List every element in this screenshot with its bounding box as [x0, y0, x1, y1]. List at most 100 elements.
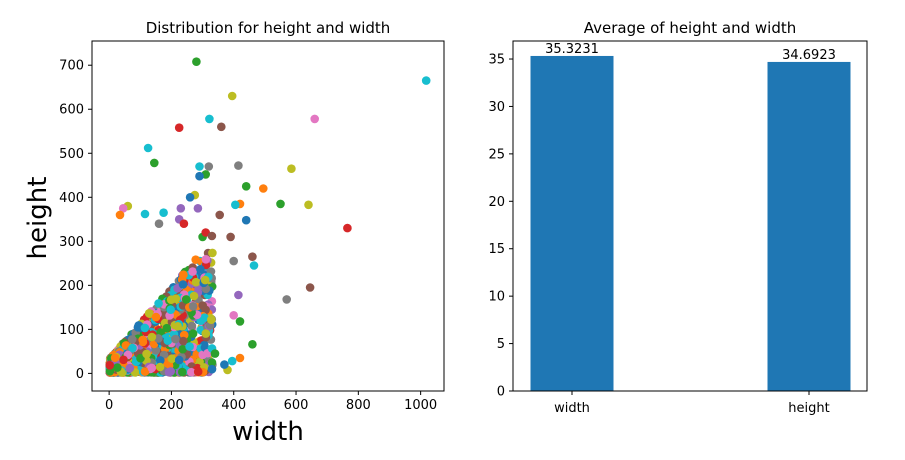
scatter-point	[248, 340, 257, 349]
scatter-point	[138, 335, 147, 345]
scatter-point	[140, 209, 150, 219]
scatter-point	[166, 305, 175, 315]
scatter-point	[128, 343, 137, 353]
y-tick-label: 35	[488, 53, 505, 68]
scatter-chart: Distribution for height and width 0 200 40…	[23, 19, 445, 447]
scatter-point	[276, 199, 285, 209]
scatter-point	[179, 219, 189, 228]
scatter-point	[173, 322, 182, 331]
scatter-x-axis-label: width	[232, 417, 304, 447]
scatter-point	[174, 355, 184, 365]
scatter-point	[305, 283, 315, 292]
scatter-point	[187, 367, 196, 377]
scatter-point	[143, 143, 153, 153]
scatter-point	[282, 295, 292, 304]
x-tick-label: 200	[159, 398, 184, 413]
scatter-point	[208, 248, 217, 258]
scatter-point	[207, 231, 217, 241]
scatter-point	[159, 208, 168, 217]
scatter-point	[196, 265, 205, 274]
bar-chart: Average of height and width 35.3231 34.69…	[488, 19, 868, 416]
x-tick-label: width	[554, 401, 590, 416]
scatter-point	[210, 349, 220, 358]
bar-height	[767, 61, 851, 391]
scatter-point	[154, 299, 163, 308]
scatter-point	[119, 355, 128, 365]
scatter-point	[227, 91, 237, 101]
scatter-point	[226, 232, 235, 242]
scatter-point	[166, 367, 175, 376]
y-tick-label: 25	[488, 147, 505, 162]
scatter-point	[171, 334, 180, 344]
scatter-point	[156, 356, 165, 365]
scatter-point	[188, 329, 198, 338]
scatter-point	[163, 336, 173, 345]
scatter-point	[205, 114, 214, 124]
scatter-point	[201, 329, 211, 338]
scatter-y-ticks: 0 100 200 300 400 500 600 700	[59, 59, 92, 382]
scatter-axes-frame	[91, 40, 445, 392]
x-tick-label: 800	[346, 398, 371, 413]
scatter-point	[198, 301, 207, 310]
x-tick-label: 0	[105, 398, 113, 413]
scatter-point	[115, 210, 125, 220]
scatter-point	[207, 364, 217, 374]
x-tick-label: 1000	[404, 398, 437, 413]
y-tick-label: 100	[59, 323, 84, 338]
scatter-point	[227, 356, 237, 366]
scatter-points	[105, 57, 431, 377]
scatter-point	[204, 162, 214, 171]
scatter-point	[287, 164, 296, 173]
scatter-point	[154, 334, 163, 343]
scatter-x-ticks: 0 200 400 600 800 1000	[105, 391, 437, 413]
bar-x-ticks: width height	[554, 391, 830, 416]
scatter-point	[147, 332, 157, 342]
bar-y-ticks: 0 5 10 15 20 25 30 35	[488, 53, 513, 400]
scatter-point	[200, 275, 210, 285]
y-tick-label: 30	[488, 100, 505, 115]
scatter-point	[229, 311, 238, 320]
scatter-point	[185, 193, 195, 202]
scatter-point	[201, 254, 211, 264]
y-tick-label: 15	[488, 242, 505, 257]
scatter-point	[217, 122, 226, 132]
scatter-point	[249, 261, 259, 270]
x-tick-label: 600	[284, 398, 309, 413]
scatter-point	[195, 171, 204, 181]
scatter-point	[105, 367, 115, 376]
bar-width	[530, 55, 614, 392]
scatter-point	[155, 362, 165, 372]
scatter-point	[191, 277, 201, 287]
scatter-point	[179, 336, 188, 346]
scatter-point	[144, 309, 154, 318]
scatter-point	[179, 270, 188, 280]
scatter-point	[188, 267, 197, 276]
y-tick-label: 10	[488, 290, 505, 305]
y-tick-label: 20	[488, 195, 505, 210]
scatter-point	[421, 76, 431, 85]
scatter-point	[189, 291, 199, 301]
scatter-point	[105, 361, 115, 370]
y-tick-label: 5	[497, 337, 505, 352]
bar-value-label: 34.6923	[782, 48, 836, 63]
scatter-point	[200, 313, 209, 323]
scatter-point	[167, 354, 177, 364]
scatter-point	[140, 323, 150, 333]
x-tick-label: height	[788, 401, 829, 416]
scatter-point	[171, 294, 181, 304]
y-tick-label: 500	[59, 147, 84, 162]
scatter-point	[207, 358, 217, 367]
scatter-point	[188, 302, 198, 311]
y-tick-label: 700	[59, 59, 84, 74]
y-tick-label: 0	[497, 385, 505, 400]
scatter-point	[178, 344, 187, 354]
scatter-point	[162, 323, 172, 333]
scatter-point	[215, 210, 224, 220]
y-tick-label: 300	[59, 235, 84, 250]
scatter-point	[195, 162, 204, 171]
scatter-point	[241, 215, 251, 225]
scatter-point	[234, 290, 243, 300]
x-tick-label: 400	[221, 398, 246, 413]
scatter-point	[178, 367, 187, 377]
